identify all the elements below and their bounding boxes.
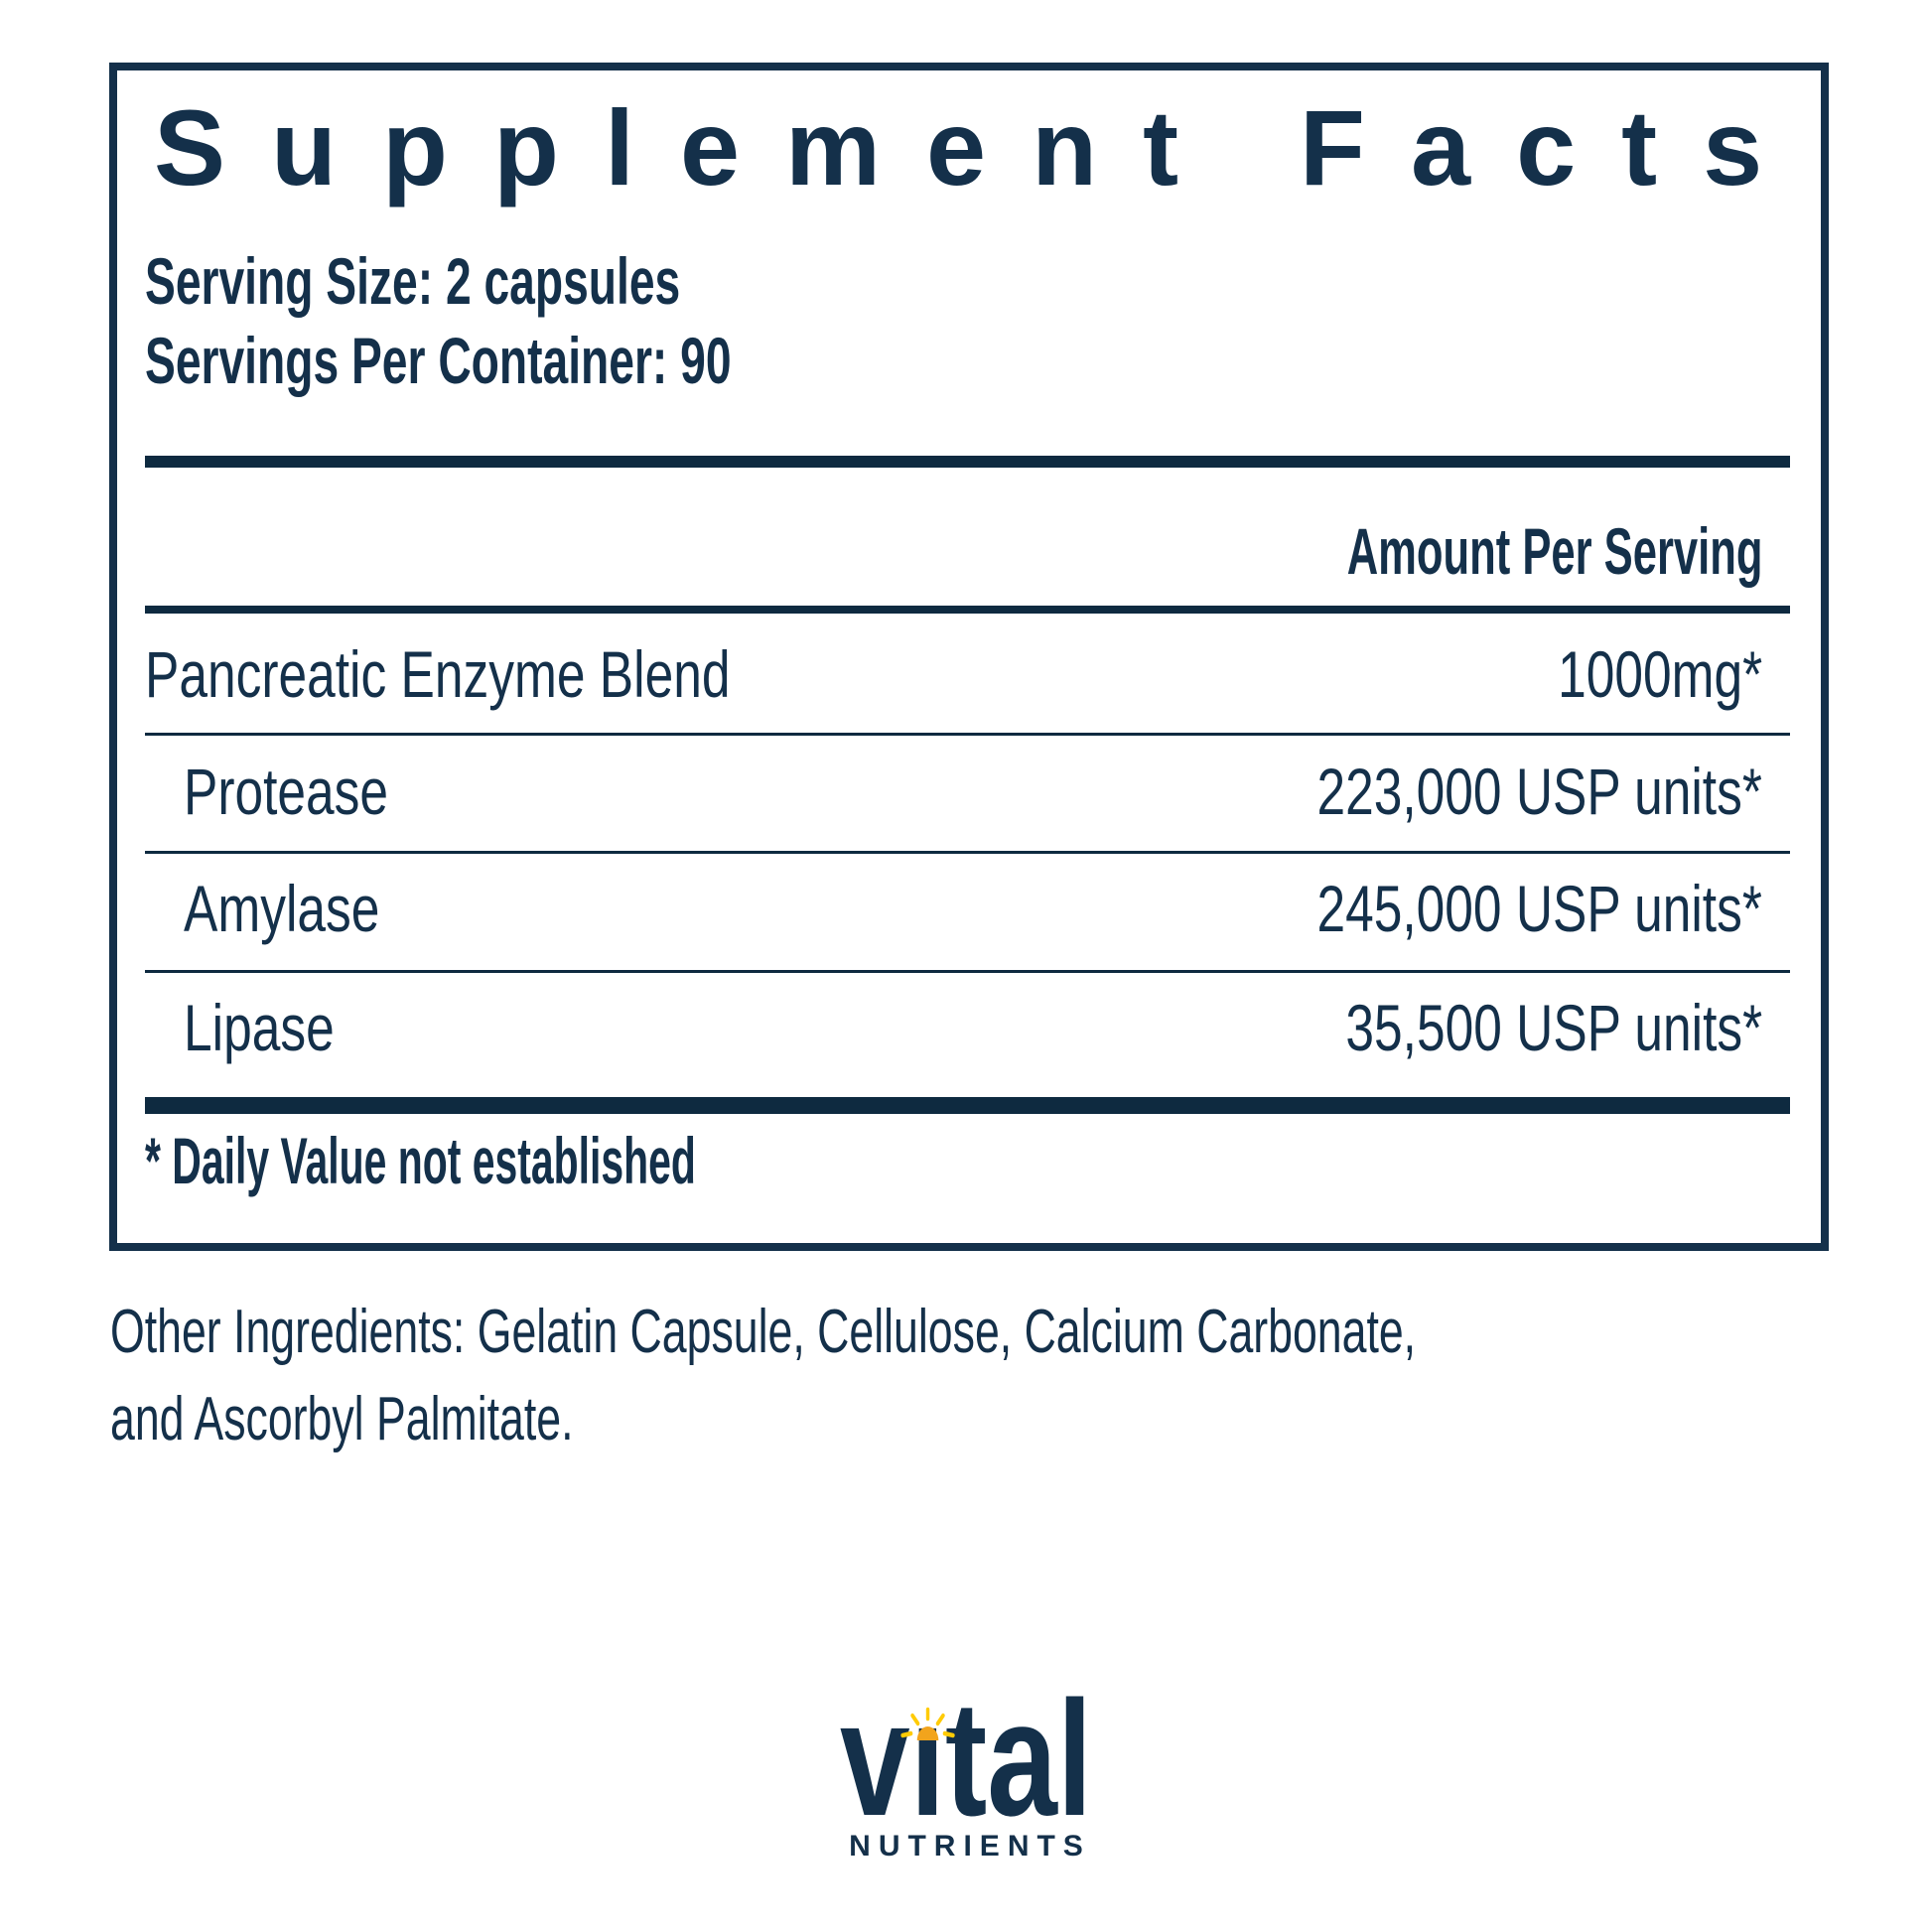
thin-rule-3	[145, 970, 1790, 973]
thin-rule-2	[145, 851, 1790, 854]
row-label: Lipase	[184, 991, 335, 1064]
sun-icon	[900, 1707, 955, 1740]
other-ingredients-line-2: and Ascorbyl Palmitate.	[110, 1385, 574, 1454]
thin-rule-1	[145, 733, 1790, 736]
amount-per-serving-header: Amount Per Serving	[1346, 514, 1762, 588]
brand-name: v ıtal	[840, 1677, 1092, 1841]
medium-rule-header	[145, 606, 1790, 614]
row-amount: 223,000 USP units*	[1316, 755, 1762, 828]
servings-per-container: Servings Per Container: 90	[145, 324, 732, 397]
table-row-amylase: Amylase 245,000 USP units*	[145, 876, 1762, 941]
serving-size: Serving Size: 2 capsules	[145, 244, 681, 318]
row-label: Pancreatic Enzyme Blend	[145, 637, 731, 711]
table-row-lipase: Lipase 35,500 USP units*	[145, 995, 1762, 1060]
thick-rule-bottom	[145, 1097, 1790, 1114]
other-ingredients-line-1: Other Ingredients: Gelatin Capsule, Cell…	[110, 1298, 1417, 1366]
table-row-pancreatic-enzyme-blend: Pancreatic Enzyme Blend 1000mg*	[145, 641, 1762, 707]
brand-logo: v ıtal NUTRIENTS	[0, 1677, 1932, 1862]
daily-value-footnote: * Daily Value not established	[145, 1124, 696, 1197]
row-amount: 245,000 USP units*	[1316, 872, 1762, 945]
supplement-facts-panel: Supplement Facts Serving Size: 2 capsule…	[109, 63, 1829, 1251]
brand-subname: NUTRIENTS	[849, 1830, 1091, 1863]
brand-letter-i: ı	[900, 1677, 955, 1841]
brand-letters-tal: tal	[944, 1667, 1093, 1850]
row-amount: 1000mg*	[1557, 637, 1762, 711]
row-amount: 35,500 USP units*	[1345, 991, 1762, 1064]
row-label: Amylase	[184, 872, 380, 945]
panel-title: Supplement Facts	[154, 87, 1809, 207]
brand-letter-v: v	[839, 1667, 910, 1850]
thick-rule-top	[145, 456, 1790, 468]
table-row-protease: Protease 223,000 USP units*	[145, 759, 1762, 824]
other-ingredients: Other Ingredients: Gelatin Capsule, Cell…	[110, 1289, 1417, 1463]
row-label: Protease	[184, 755, 389, 828]
